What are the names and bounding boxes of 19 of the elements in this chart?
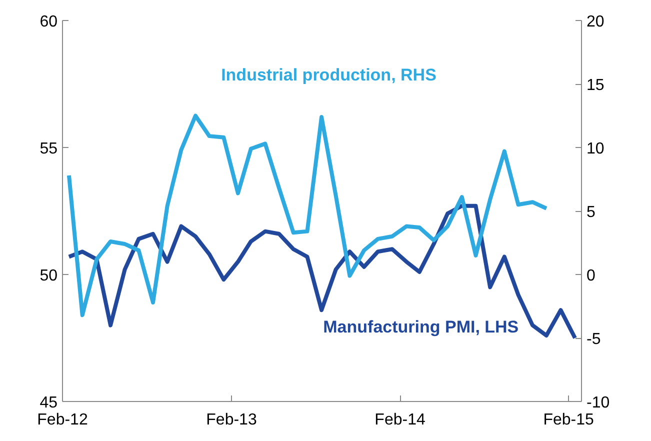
y-tick-label: 50 — [40, 268, 58, 284]
line-series — [66, 114, 548, 318]
x-tick-label: Feb-14 — [374, 412, 426, 428]
y2-tick-label: 0 — [586, 268, 596, 284]
y2-tick-label: 15 — [586, 77, 604, 94]
y2-tick-label: -10 — [586, 394, 610, 412]
y-tick-label: 55 — [40, 140, 58, 158]
x-tick-label: Feb-12 — [37, 412, 88, 428]
line-series — [66, 204, 578, 340]
y-tick-label: 45 — [40, 394, 58, 412]
y2-tick-label: 10 — [586, 140, 604, 158]
y-tick-label: 60 — [40, 14, 58, 30]
x-tick-label: Feb-15 — [543, 412, 594, 428]
x-tick-label: Feb-13 — [206, 412, 257, 428]
y2-tick-label: 20 — [586, 14, 604, 30]
y2-tick-label: -5 — [586, 331, 601, 348]
y2-tick-label: 5 — [586, 204, 596, 221]
series-label: Manufacturing PMI, LHS — [323, 318, 519, 337]
text: Industrial production, RHS — [221, 65, 436, 84]
